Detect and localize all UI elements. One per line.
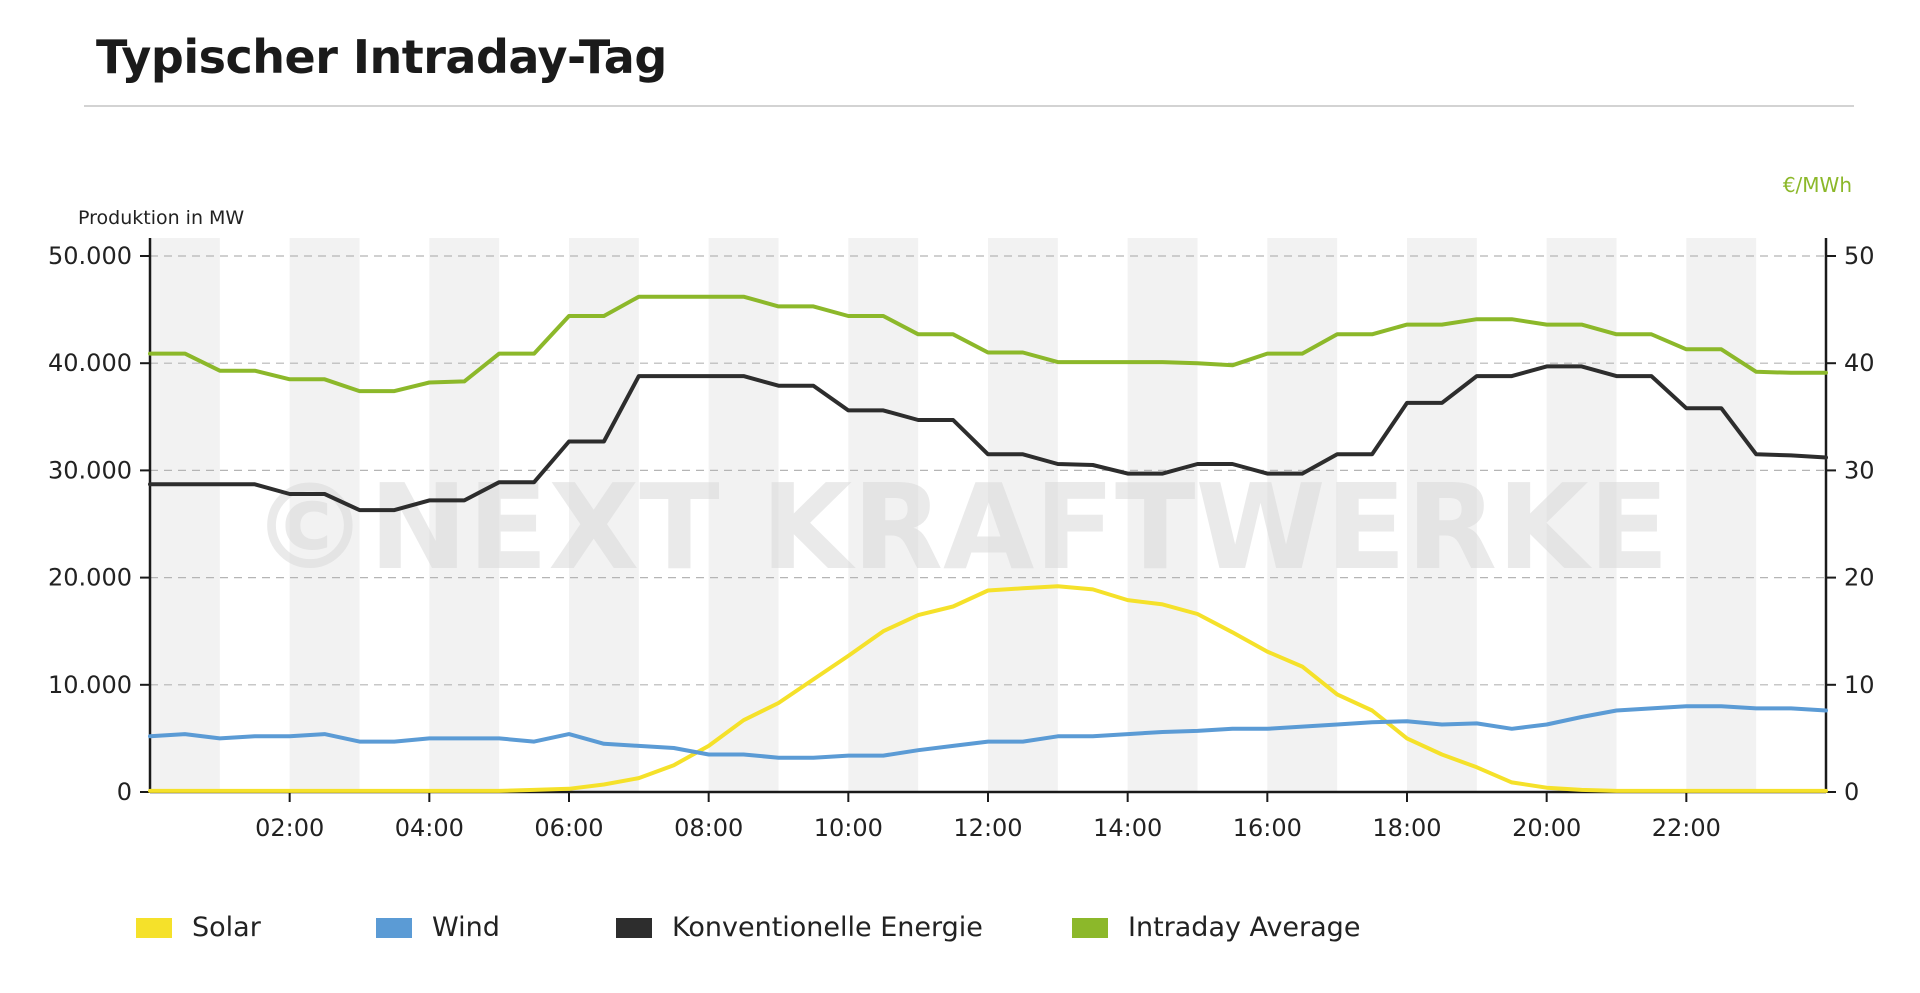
y2-tick-label: 30 [1844,456,1875,484]
legend-item-intraday[interactable]: Intraday Average [1072,912,1360,943]
y-tick-label: 30.000 [48,456,132,484]
y-tick-label: 50.000 [48,242,132,270]
x-tick-label: 06:00 [534,814,603,842]
page-title: Typischer Intraday-Tag [96,30,667,84]
x-tick-label: 12:00 [953,814,1022,842]
x-tick-label: 02:00 [255,814,324,842]
series-line-wind [148,704,1828,760]
y2-tick-label: 50 [1844,242,1875,270]
legend-swatch-intraday [1072,917,1108,938]
legend-label-konventionell: Konventionelle Energie [672,912,983,943]
hour-band [1127,238,1198,792]
y2-tick-label: 10 [1844,671,1875,699]
x-tick-label: 04:00 [395,814,464,842]
hour-band [150,238,220,792]
series-line-konventionelle-energie [148,364,1828,513]
x-tick-label: 22:00 [1652,814,1721,842]
y2-tick-label: 20 [1844,564,1875,592]
hour-band [289,238,360,792]
series-lines [148,294,1828,793]
legend: Solar Wind Konventionelle Energie Intrad… [0,912,1920,952]
hour-band [1686,238,1757,792]
hour-bands [150,238,1757,792]
legend-swatch-solar [136,917,172,938]
legend-label-solar: Solar [192,912,261,943]
y2-axis-title: €/MWh [1783,173,1852,197]
legend-swatch-konventionell [616,917,652,938]
y-tick-label: 40.000 [48,349,132,377]
hour-band [1407,238,1477,792]
legend-item-konventionell[interactable]: Konventionelle Energie [616,912,983,943]
x-tick-label: 08:00 [674,814,743,842]
legend-label-wind: Wind [432,912,500,943]
hour-band [988,238,1058,792]
hour-band [1267,238,1338,792]
x-tick-label: 20:00 [1512,814,1581,842]
hour-band [569,238,639,792]
series-line-intraday-average [148,294,1828,394]
x-tick-label: 10:00 [814,814,883,842]
y-tick-labels: 0 10.000 20.000 30.000 40.000 50.000 [48,242,132,806]
watermark: ©NEXT KRAFTWERKE [251,458,1669,596]
y-axis-title: Produktion in MW [78,207,244,229]
legend-swatch-wind [376,917,412,938]
y2-tick-label: 40 [1844,349,1875,377]
y-tick-label: 10.000 [48,671,132,699]
title-divider [84,105,1854,107]
x-tick-labels: 02:00 04:00 06:00 08:00 10:00 12:00 14:00 16:00… [255,814,1721,842]
x-tick-label: 18:00 [1372,814,1441,842]
y-tick-label: 20.000 [48,564,132,592]
legend-item-solar[interactable]: Solar [136,912,261,943]
legend-label-intraday: Intraday Average [1128,912,1361,943]
legend-item-wind[interactable]: Wind [376,912,500,943]
x-tick-label: 14:00 [1093,814,1162,842]
hour-band [429,238,500,792]
y2-tick-label: 0 [1844,778,1859,806]
hour-band [708,238,779,792]
y-tick-label: 0 [117,778,132,806]
line-chart: ©NEXT KRAFTWERKE Produktion in MW €/MWh … [48,173,1875,842]
series-line-solar [148,584,1828,793]
x-tick-label: 16:00 [1233,814,1302,842]
y2-tick-labels: 0 10 20 30 40 50 [1844,242,1875,806]
